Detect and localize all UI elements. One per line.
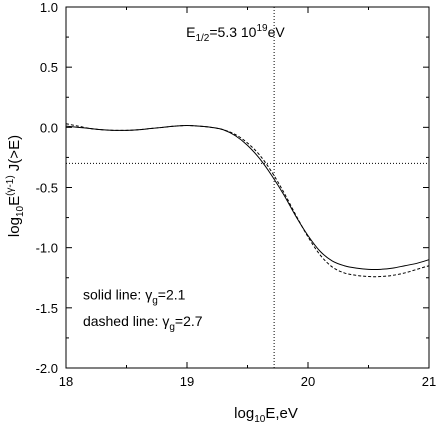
x-label-rest: E,eV — [265, 405, 298, 422]
y-label-p1: log — [6, 217, 23, 237]
y-tick-label-3: -0.5 — [36, 181, 58, 196]
x-tick-label-0: 18 — [59, 374, 73, 389]
y-tick-label-4: -1.0 — [36, 241, 58, 256]
x-tick-label-1: 19 — [180, 374, 194, 389]
x-axis-label: log10E,eV — [234, 405, 298, 425]
series-solid-line — [65, 125, 430, 270]
y-axis-label: log10E(γ-1) J(>E) — [5, 135, 26, 237]
y-tick-label-1: 0.5 — [40, 60, 58, 75]
dashed-note-pre: dashed line: — [83, 313, 162, 329]
x-label-sub: 10 — [254, 414, 266, 425]
e-half-pre: E — [186, 24, 195, 40]
y-label-p3: J(>E) — [6, 135, 23, 175]
e-half-sub: 1/2 — [195, 33, 209, 44]
y-label-sup: (γ-1) — [5, 175, 16, 196]
x-label-main: log — [234, 405, 254, 422]
dashed-note-gamma: γ — [162, 313, 169, 329]
x-tick-label-3: 21 — [422, 374, 436, 389]
e-half-annotation: E1/2=5.3 1019eV — [186, 23, 285, 44]
x-tick-label-2: 20 — [301, 374, 315, 389]
e-half-sup: 19 — [256, 23, 268, 34]
y-label-p2: E — [6, 196, 23, 206]
y-tick-label-6: -2.0 — [36, 361, 58, 376]
dashed-line-annotation: dashed line: γg=2.7 — [83, 313, 203, 333]
solid-line-annotation: solid line: γg=2.1 — [83, 286, 186, 306]
y-label-sub: 10 — [15, 205, 26, 217]
solid-note-sub: g — [152, 295, 158, 306]
e-half-mid: =5.3 10 — [209, 24, 256, 40]
solid-note-gamma: γ — [145, 286, 152, 302]
e-half-post: eV — [268, 24, 286, 40]
series-dashed-line — [65, 123, 430, 278]
dashed-note-post: =2.7 — [175, 313, 203, 329]
axis-ticks: 18 19 20 21 1.0 0.5 0.0 -0.5 -1.0 -1.5 -2.0 — [36, 0, 436, 389]
y-tick-label-2: 0.0 — [40, 120, 58, 135]
solid-note-pre: solid line: — [83, 286, 145, 302]
solid-note-post: =2.1 — [158, 286, 186, 302]
y-tick-label-5: -1.5 — [36, 301, 58, 316]
dashed-note-sub: g — [169, 322, 175, 333]
y-tick-label-0: 1.0 — [40, 0, 58, 15]
